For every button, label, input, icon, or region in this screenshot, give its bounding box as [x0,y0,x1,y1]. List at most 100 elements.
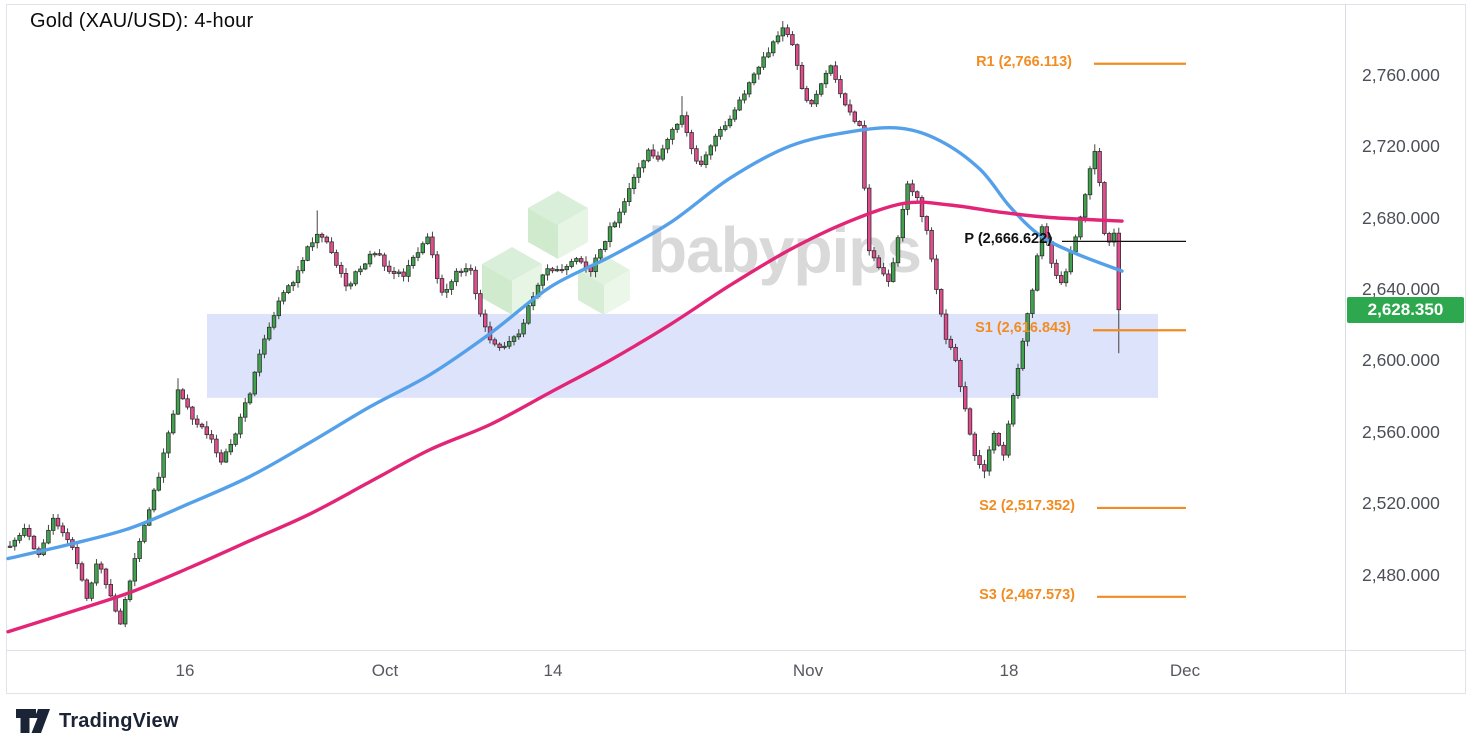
time-axis[interactable]: 16 Oct 14 Nov 18 Dec [6,650,1345,690]
candle [55,514,61,530]
candle [1063,268,1069,287]
candle [996,432,1001,447]
candle [118,608,123,625]
candle [396,269,401,278]
time-axis-label: 14 [543,661,563,680]
tradingview-logo[interactable]: TradingView [15,705,179,737]
fast-ma-line [6,126,1124,561]
candle [290,280,296,291]
time-axis-separator [6,650,1466,651]
candle [12,537,17,551]
candle [401,268,406,282]
candle [1092,144,1097,175]
candle [1011,392,1016,427]
candle [516,329,521,340]
candle [823,70,829,89]
candle [919,195,925,223]
candle [521,318,526,338]
candle [876,254,881,270]
candle [79,561,85,582]
candle [492,337,497,347]
candle [972,431,977,461]
candle [651,144,656,159]
candle [660,144,665,162]
chart-frame [6,4,1466,694]
price-axis[interactable]: 2,760.000 2,720.000 2,680.000 2,640.000 2,60… [1346,4,1466,694]
candle [814,90,819,108]
candle [723,121,728,132]
candle [1102,181,1107,236]
candle [617,208,622,228]
babypips-watermark: babypips [478,185,938,320]
candle [94,559,99,586]
candle [694,145,699,165]
tradingview-icon [16,709,50,733]
candle [675,123,680,133]
price-axis-label: 2,560.000 [1362,421,1440,442]
last-price-badge: 2,628.350 [1347,296,1464,323]
candle [1097,147,1102,187]
candle [506,335,512,350]
price-axis-label: 2,760.000 [1362,64,1440,85]
candle [223,448,229,463]
candle [622,198,627,216]
candle [977,449,982,469]
candle [89,581,94,602]
candles-group[interactable] [7,21,1121,628]
candle [574,256,579,265]
candle [415,247,421,262]
candle [1087,166,1093,200]
candle [627,182,632,206]
candle [939,288,944,318]
candle [708,144,713,160]
candle [891,257,896,283]
candle [550,266,555,274]
candle [579,256,584,265]
time-axis-label: Oct [371,661,399,680]
candle [646,148,651,163]
candle [1107,231,1112,246]
candle [545,264,550,281]
candle [17,532,22,544]
candle [218,449,224,465]
candle [713,133,718,152]
candle [603,240,608,253]
candle [747,81,752,98]
candle [1006,420,1011,458]
candle [689,129,694,155]
candle [190,405,195,425]
candle [497,342,502,351]
candle [963,381,968,412]
price-axis-label: 2,520.000 [1362,493,1440,514]
candle [31,534,37,550]
candle [871,246,877,262]
candle [324,235,329,244]
candle [862,120,867,191]
candle [699,155,704,167]
candle [934,254,939,295]
candle [799,62,805,90]
candle [867,184,872,256]
candle [555,265,560,273]
candle [166,430,171,458]
candle [358,265,363,276]
candle [598,248,603,261]
candle [123,596,128,628]
candle [679,96,685,128]
candle [463,263,469,277]
candle [406,259,411,282]
candle [785,24,790,38]
candle [343,268,349,292]
candle [46,524,51,545]
candle [886,269,891,287]
candle [1054,259,1059,279]
candle [377,249,382,257]
candle [7,541,13,549]
candle [982,459,987,479]
candle [60,522,65,537]
candle [833,61,838,83]
candle [991,430,997,454]
candle [612,220,617,228]
candle [665,137,670,154]
